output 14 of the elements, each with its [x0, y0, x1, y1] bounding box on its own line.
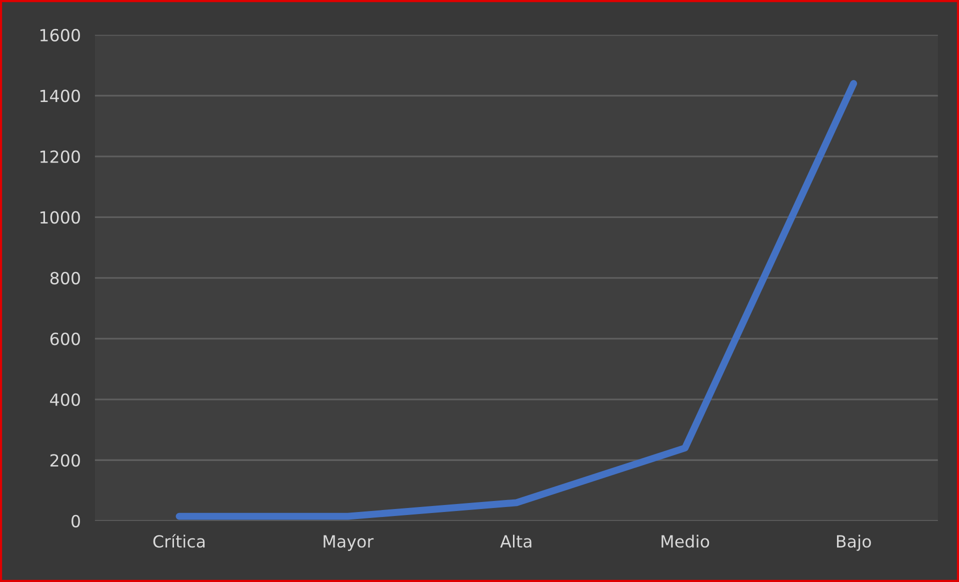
y-tick-label: 200 — [50, 454, 80, 467]
y-tick-label: 1600 — [40, 28, 80, 42]
y-tick-label: 1000 — [40, 211, 80, 224]
x-tick-label: Crítica — [153, 534, 205, 548]
y-tick-label: 400 — [50, 393, 80, 406]
y-tick-label: 1200 — [40, 150, 80, 163]
y-tick-label: 1400 — [40, 90, 80, 102]
x-tick-label: Mayor — [324, 535, 374, 551]
y-tick-label: 0 — [72, 514, 80, 528]
y-tick-label: 800 — [50, 272, 80, 284]
y-tick-label: 600 — [50, 332, 80, 346]
x-tick-label: Medio — [662, 534, 710, 548]
x-tick-label: Bajo — [837, 534, 871, 551]
x-tick-label: Alta — [500, 534, 532, 548]
